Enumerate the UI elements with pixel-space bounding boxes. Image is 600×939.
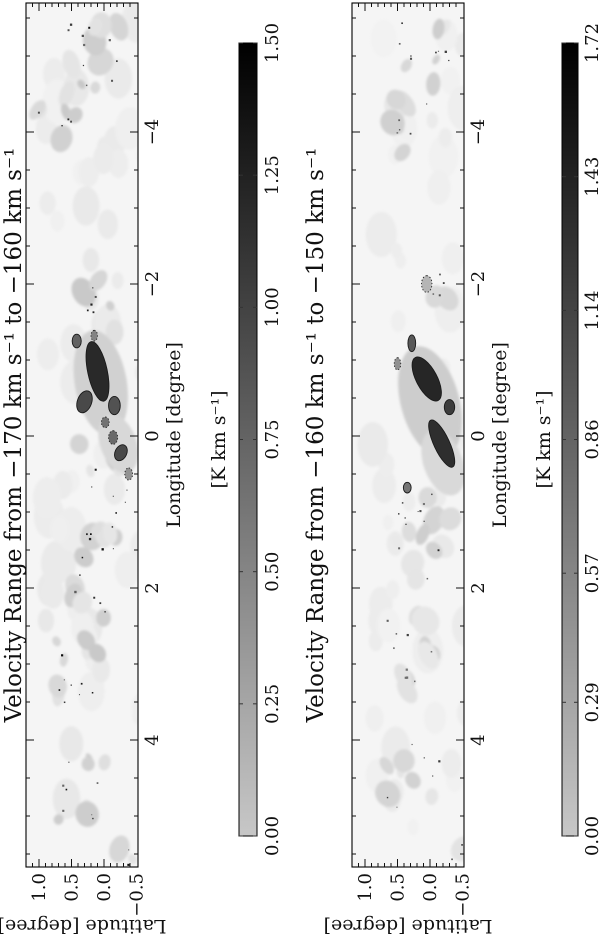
svg-text:0.5: 0.5 — [388, 873, 409, 902]
panel2-title: Velocity Range from −160 km s⁻¹ to −150 … — [303, 147, 329, 723]
svg-text:−2: −2 — [468, 271, 489, 298]
svg-text:1.00: 1.00 — [262, 287, 283, 327]
svg-text:0.86: 0.86 — [582, 419, 600, 459]
svg-text:1.50: 1.50 — [262, 23, 283, 63]
svg-text:0.25: 0.25 — [262, 684, 283, 724]
svg-text:0.5: 0.5 — [62, 873, 83, 902]
svg-text:0.0: 0.0 — [94, 873, 115, 902]
svg-text:−2: −2 — [142, 271, 163, 298]
panel2-colorbar-label: [K km s⁻¹] — [533, 390, 555, 489]
svg-text:1.72: 1.72 — [582, 23, 600, 63]
svg-text:1.0: 1.0 — [29, 873, 50, 902]
svg-text:0.29: 0.29 — [582, 682, 600, 722]
panel1-yaxis-label: Latitude [degree] — [0, 915, 167, 937]
svg-text:−4: −4 — [468, 119, 489, 146]
svg-text:2: 2 — [142, 582, 163, 593]
svg-text:0.50: 0.50 — [262, 552, 283, 592]
svg-text:0: 0 — [468, 430, 489, 441]
svg-text:1.25: 1.25 — [262, 155, 283, 195]
svg-text:−0.5: −0.5 — [453, 873, 474, 917]
svg-text:1.43: 1.43 — [582, 157, 600, 197]
svg-text:4: 4 — [468, 734, 489, 745]
panel1-title: Velocity Range from −170 km s⁻¹ to −160 … — [1, 147, 27, 723]
panel2-yaxis-label: Latitude [degree] — [323, 915, 493, 937]
svg-text:−4: −4 — [142, 119, 163, 146]
panel2-xaxis-label: Longitude [degree] — [489, 342, 511, 528]
svg-text:0: 0 — [142, 430, 163, 441]
panel1-xaxis-label: Longitude [degree] — [163, 342, 185, 528]
svg-text:0.75: 0.75 — [262, 419, 283, 459]
svg-text:0.00: 0.00 — [262, 816, 283, 856]
svg-text:2: 2 — [468, 582, 489, 593]
svg-text:4: 4 — [142, 734, 163, 745]
svg-text:1.0: 1.0 — [355, 873, 376, 902]
svg-text:0.00: 0.00 — [582, 816, 600, 856]
svg-text:1.14: 1.14 — [582, 290, 600, 330]
svg-text:0.0: 0.0 — [420, 873, 441, 902]
svg-text:0.57: 0.57 — [582, 553, 600, 593]
svg-text:−0.5: −0.5 — [127, 873, 148, 917]
panel1-colorbar-label: [K km s⁻¹] — [208, 390, 230, 489]
